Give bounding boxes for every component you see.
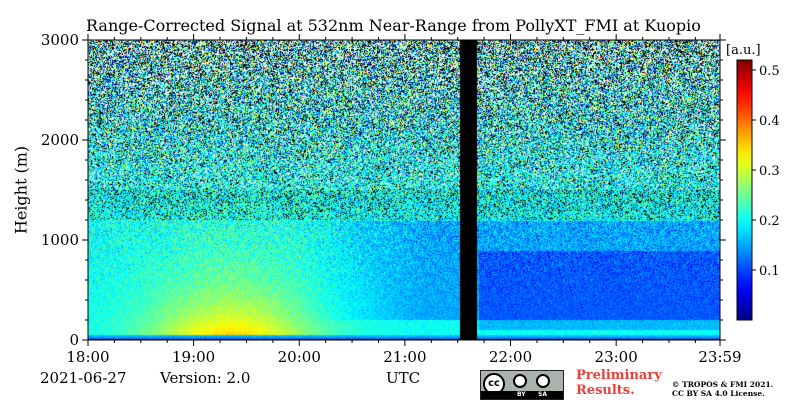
utc-label: UTC bbox=[386, 369, 421, 387]
y-tick-label: 2000 bbox=[41, 131, 79, 149]
x-tick-label: 21:00 bbox=[383, 348, 426, 366]
colorbar-tick-label: 0.1 bbox=[759, 264, 780, 279]
y-tick-label: 1000 bbox=[41, 231, 79, 249]
preliminary-label: Preliminary Results. bbox=[576, 368, 662, 398]
colorbar-tick-label: 0.4 bbox=[759, 114, 780, 129]
date-label: 2021-06-27 bbox=[40, 369, 127, 387]
colorbar-unit-label: [a.u.] bbox=[726, 43, 761, 58]
share-alike-icon bbox=[536, 374, 550, 388]
version-label: Version: 2.0 bbox=[160, 369, 251, 387]
plot-frame bbox=[87, 39, 721, 341]
x-tick-label: 18:00 bbox=[66, 348, 109, 366]
y-tick-label: 3000 bbox=[41, 31, 79, 49]
x-tick-label: 22:00 bbox=[489, 348, 532, 366]
copyright-notice: © TROPOS & FMI 2021. CC BY SA 4.0 Licens… bbox=[672, 380, 800, 398]
y-tick-label: 0 bbox=[69, 331, 79, 349]
chart-title: Range-Corrected Signal at 532nm Near-Ran… bbox=[86, 16, 701, 35]
x-tick-label: 23:59 bbox=[698, 348, 741, 366]
x-tick-label: 19:00 bbox=[172, 348, 215, 366]
copyright-line-2: CC BY SA 4.0 License. bbox=[672, 389, 765, 398]
cc-by-label: BY bbox=[517, 391, 526, 398]
y-axis-label-wrap: Height (m) bbox=[6, 145, 36, 235]
colorbar bbox=[736, 59, 753, 321]
colorbar-tick-label: 0.2 bbox=[759, 214, 780, 229]
copyright-line-1: © TROPOS & FMI 2021. bbox=[672, 380, 774, 389]
x-tick-label: 23:00 bbox=[595, 348, 638, 366]
person-icon bbox=[513, 374, 527, 388]
colorbar-tick-label: 0.5 bbox=[759, 64, 780, 79]
y-axis-label: Height (m) bbox=[11, 145, 31, 235]
heatmap-image bbox=[88, 40, 720, 340]
colorbar-tick-label: 0.3 bbox=[759, 164, 780, 179]
cc-sa-label: SA bbox=[538, 391, 547, 398]
cc-license-badge: cc BY SA bbox=[480, 370, 564, 400]
x-tick-label: 20:00 bbox=[278, 348, 321, 366]
